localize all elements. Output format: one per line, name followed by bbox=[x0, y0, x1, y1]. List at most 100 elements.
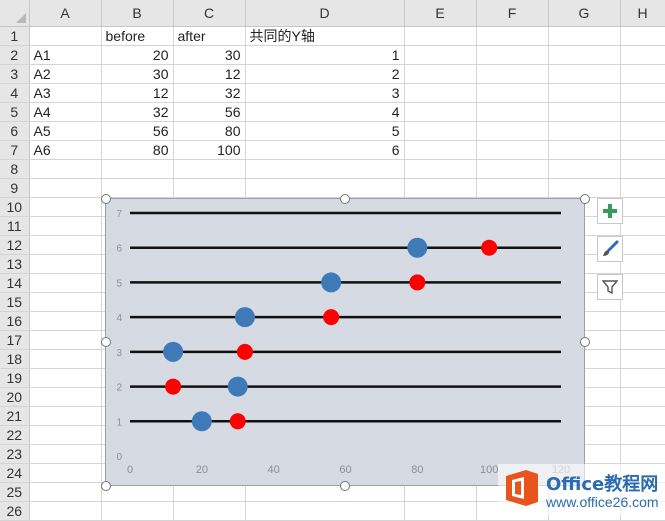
cell-d8[interactable] bbox=[245, 159, 405, 179]
cell-d3[interactable]: 2 bbox=[245, 64, 405, 84]
cell-h14[interactable] bbox=[620, 273, 665, 293]
cell-a21[interactable] bbox=[29, 406, 102, 426]
cell-a25[interactable] bbox=[29, 482, 102, 502]
cell-d7[interactable]: 6 bbox=[245, 140, 405, 160]
resize-handle-top-right[interactable] bbox=[580, 194, 590, 204]
cell-h22[interactable] bbox=[620, 425, 665, 445]
cell-a16[interactable] bbox=[29, 311, 102, 331]
row-header[interactable]: 13 bbox=[0, 254, 30, 274]
cell-h23[interactable] bbox=[620, 444, 665, 464]
cell-f4[interactable] bbox=[476, 83, 549, 103]
chart-styles-button[interactable] bbox=[597, 236, 623, 262]
cell-g5[interactable] bbox=[548, 102, 621, 122]
cell-g3[interactable] bbox=[548, 64, 621, 84]
column-header-c[interactable]: C bbox=[173, 0, 246, 27]
cell-h3[interactable] bbox=[620, 64, 665, 84]
row-header[interactable]: 26 bbox=[0, 501, 30, 521]
cell-a17[interactable] bbox=[29, 330, 102, 350]
cell-a4[interactable]: A3 bbox=[29, 83, 102, 103]
row-header[interactable]: 18 bbox=[0, 349, 30, 369]
row-header[interactable]: 14 bbox=[0, 273, 30, 293]
cell-a26[interactable] bbox=[29, 501, 102, 521]
resize-handle-bottom[interactable] bbox=[340, 481, 350, 491]
cell-h5[interactable] bbox=[620, 102, 665, 122]
column-header-b[interactable]: B bbox=[101, 0, 174, 27]
cell-f9[interactable] bbox=[476, 178, 549, 198]
column-header-d[interactable]: D bbox=[245, 0, 405, 27]
cell-h12[interactable] bbox=[620, 235, 665, 255]
row-header[interactable]: 10 bbox=[0, 197, 30, 217]
row-header[interactable]: 1 bbox=[0, 26, 30, 46]
cell-a6[interactable]: A5 bbox=[29, 121, 102, 141]
cell-c2[interactable]: 30 bbox=[173, 45, 246, 65]
cell-f5[interactable] bbox=[476, 102, 549, 122]
row-header[interactable]: 16 bbox=[0, 311, 30, 331]
cell-h9[interactable] bbox=[620, 178, 665, 198]
row-header[interactable]: 12 bbox=[0, 235, 30, 255]
cell-e7[interactable] bbox=[404, 140, 477, 160]
cell-b26[interactable] bbox=[101, 501, 174, 521]
cell-c25[interactable] bbox=[173, 482, 246, 502]
cell-f7[interactable] bbox=[476, 140, 549, 160]
column-header-a[interactable]: A bbox=[29, 0, 102, 27]
row-header[interactable]: 9 bbox=[0, 178, 30, 198]
cell-a11[interactable] bbox=[29, 216, 102, 236]
cell-b9[interactable] bbox=[101, 178, 174, 198]
row-header[interactable]: 24 bbox=[0, 463, 30, 483]
cell-d6[interactable]: 5 bbox=[245, 121, 405, 141]
row-header[interactable]: 4 bbox=[0, 83, 30, 103]
cell-b3[interactable]: 30 bbox=[101, 64, 174, 84]
cell-h15[interactable] bbox=[620, 292, 665, 312]
cell-c6[interactable]: 80 bbox=[173, 121, 246, 141]
column-header-g[interactable]: G bbox=[548, 0, 621, 27]
cell-a18[interactable] bbox=[29, 349, 102, 369]
cell-h2[interactable] bbox=[620, 45, 665, 65]
cell-b6[interactable]: 56 bbox=[101, 121, 174, 141]
cell-h7[interactable] bbox=[620, 140, 665, 160]
chart-elements-button[interactable] bbox=[597, 198, 623, 224]
cell-a3[interactable]: A2 bbox=[29, 64, 102, 84]
cell-h20[interactable] bbox=[620, 387, 665, 407]
cell-e3[interactable] bbox=[404, 64, 477, 84]
cell-c9[interactable] bbox=[173, 178, 246, 198]
column-header-h[interactable]: H bbox=[620, 0, 665, 27]
row-header[interactable]: 11 bbox=[0, 216, 30, 236]
cell-d2[interactable]: 1 bbox=[245, 45, 405, 65]
row-header[interactable]: 15 bbox=[0, 292, 30, 312]
row-header[interactable]: 17 bbox=[0, 330, 30, 350]
cell-h8[interactable] bbox=[620, 159, 665, 179]
row-header[interactable]: 21 bbox=[0, 406, 30, 426]
cell-a1[interactable] bbox=[29, 26, 102, 46]
cell-a14[interactable] bbox=[29, 273, 102, 293]
cell-h10[interactable] bbox=[620, 197, 665, 217]
row-header[interactable]: 19 bbox=[0, 368, 30, 388]
row-header[interactable]: 6 bbox=[0, 121, 30, 141]
cell-a5[interactable]: A4 bbox=[29, 102, 102, 122]
cell-a10[interactable] bbox=[29, 197, 102, 217]
cell-c7[interactable]: 100 bbox=[173, 140, 246, 160]
cell-a15[interactable] bbox=[29, 292, 102, 312]
cell-f6[interactable] bbox=[476, 121, 549, 141]
cell-f2[interactable] bbox=[476, 45, 549, 65]
cell-a7[interactable]: A6 bbox=[29, 140, 102, 160]
row-header[interactable]: 7 bbox=[0, 140, 30, 160]
cell-e2[interactable] bbox=[404, 45, 477, 65]
cell-c26[interactable] bbox=[173, 501, 246, 521]
cell-b7[interactable]: 80 bbox=[101, 140, 174, 160]
cell-h16[interactable] bbox=[620, 311, 665, 331]
resize-handle-top-left[interactable] bbox=[101, 194, 111, 204]
cell-h17[interactable] bbox=[620, 330, 665, 350]
cell-a2[interactable]: A1 bbox=[29, 45, 102, 65]
cell-d25[interactable] bbox=[245, 482, 405, 502]
cell-b2[interactable]: 20 bbox=[101, 45, 174, 65]
cell-c3[interactable]: 12 bbox=[173, 64, 246, 84]
cell-b8[interactable] bbox=[101, 159, 174, 179]
cell-e5[interactable] bbox=[404, 102, 477, 122]
cell-a8[interactable] bbox=[29, 159, 102, 179]
cell-g7[interactable] bbox=[548, 140, 621, 160]
cell-d26[interactable] bbox=[245, 501, 405, 521]
row-header[interactable]: 22 bbox=[0, 425, 30, 445]
cell-a19[interactable] bbox=[29, 368, 102, 388]
cell-g4[interactable] bbox=[548, 83, 621, 103]
column-header-f[interactable]: F bbox=[476, 0, 549, 27]
